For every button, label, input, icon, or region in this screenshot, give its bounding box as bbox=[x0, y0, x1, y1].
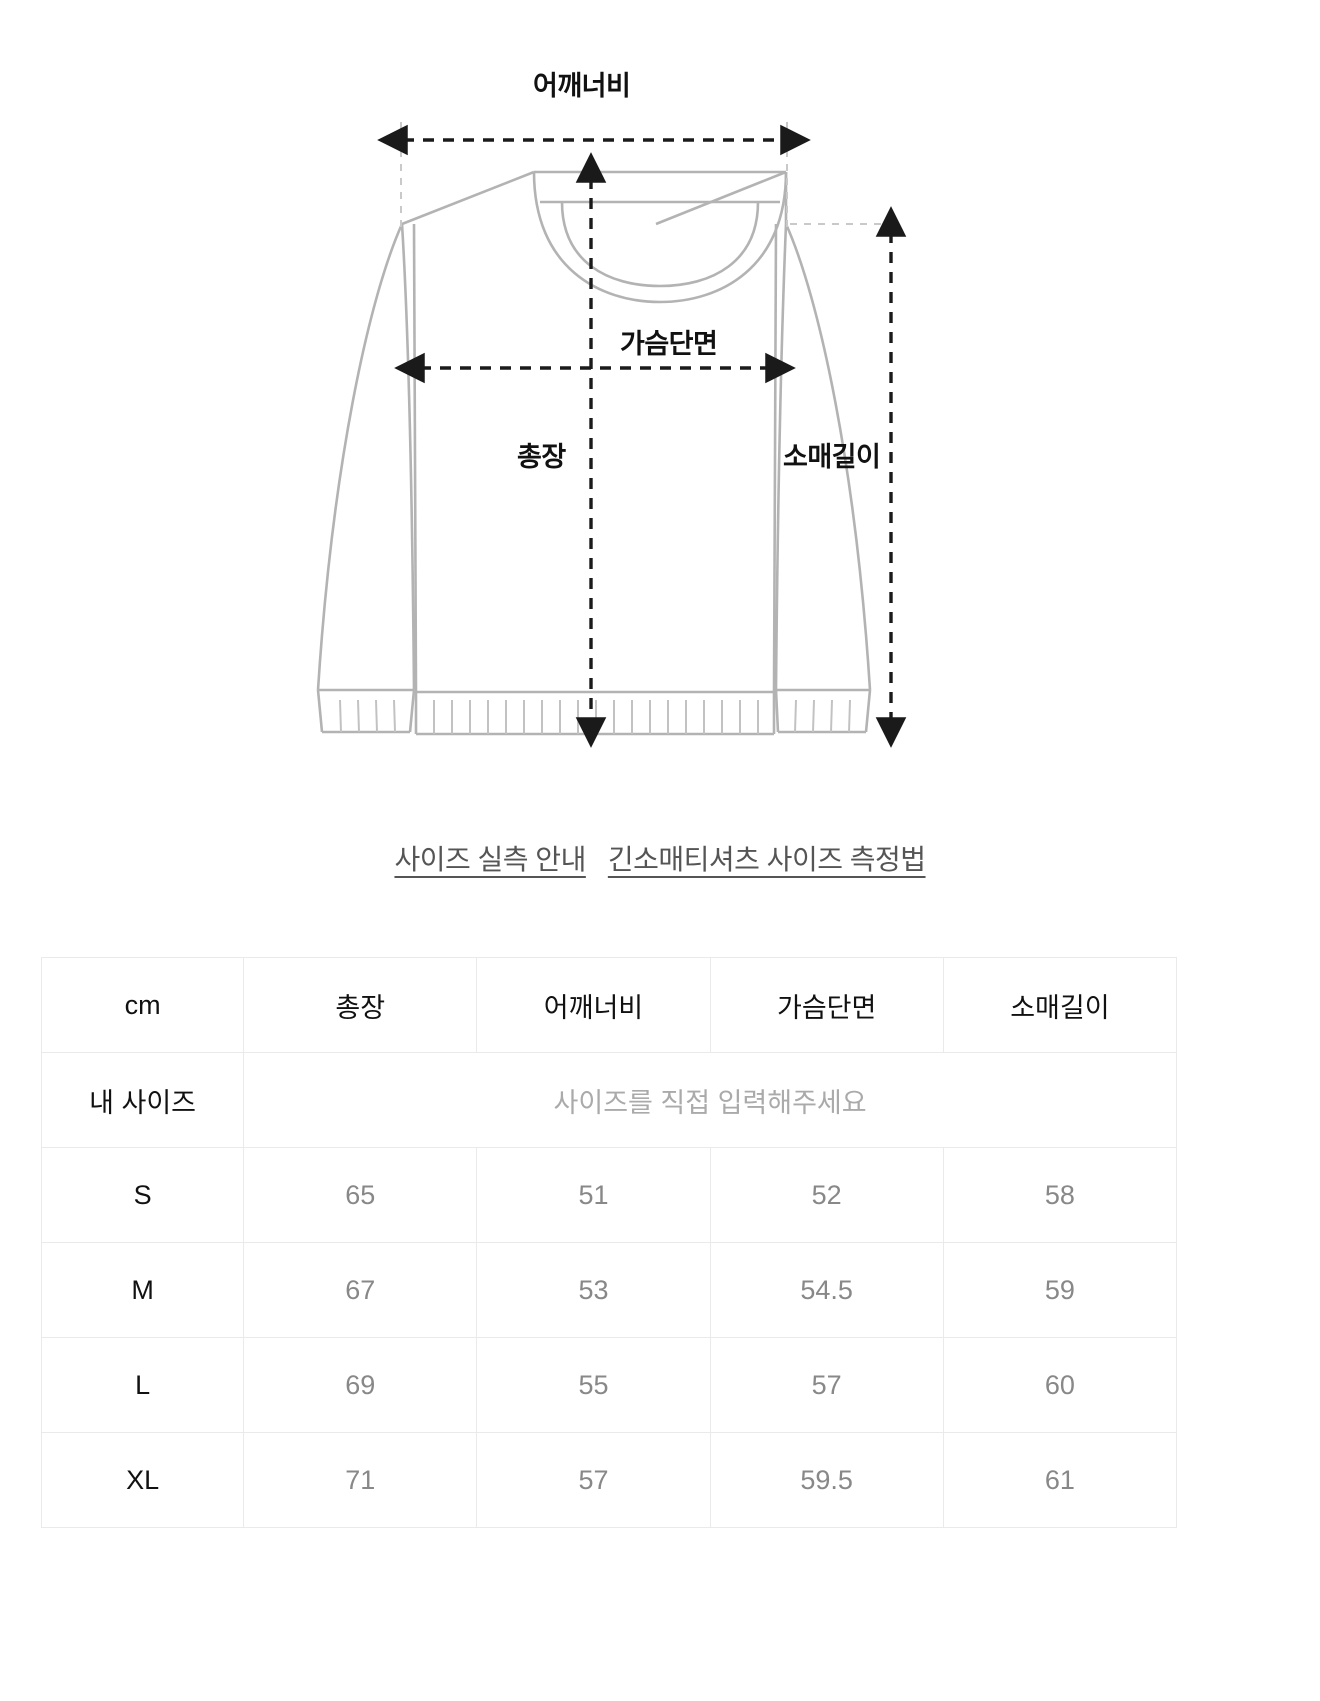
row-label-s: S bbox=[40, 1147, 245, 1243]
cell-m-shoulder: 53 bbox=[476, 1242, 711, 1338]
header-total-length: 총장 bbox=[243, 957, 478, 1053]
row-label-my-size: 내 사이즈 bbox=[40, 1052, 245, 1148]
cell-s-total-length: 65 bbox=[243, 1147, 478, 1243]
size-table: cm 총장 어깨너비 가슴단면 소매길이 내 사이즈 사이즈를 직접 입력해주세… bbox=[40, 957, 1178, 1528]
header-shoulder: 어깨너비 bbox=[476, 957, 711, 1053]
cell-l-sleeve: 60 bbox=[942, 1337, 1178, 1433]
cell-l-chest: 57 bbox=[709, 1337, 944, 1433]
label-chest-width: 가슴단면 bbox=[620, 329, 718, 359]
table-row: L 69 55 57 60 bbox=[40, 1337, 1178, 1433]
body-rib-ticks bbox=[433, 700, 759, 734]
row-label-m: M bbox=[40, 1242, 245, 1338]
cell-s-chest: 52 bbox=[709, 1147, 944, 1243]
label-sleeve-length: 소매길이 bbox=[783, 442, 881, 472]
cell-l-shoulder: 55 bbox=[476, 1337, 711, 1433]
cell-xl-shoulder: 57 bbox=[476, 1432, 711, 1528]
my-size-row: 내 사이즈 사이즈를 직접 입력해주세요 bbox=[40, 1052, 1177, 1148]
cuff-rib-ticks bbox=[339, 699, 851, 733]
table-row: S 65 51 52 58 bbox=[40, 1147, 1178, 1243]
guide-links: 사이즈 실측 안내 긴소매티셔츠 사이즈 측정법 bbox=[0, 838, 1320, 878]
row-label-xl: XL bbox=[40, 1432, 245, 1528]
cell-m-sleeve: 59 bbox=[942, 1242, 1178, 1338]
table-row: M 67 53 54.5 59 bbox=[40, 1242, 1178, 1338]
label-total-length: 총장 bbox=[517, 442, 566, 472]
cell-l-total-length: 69 bbox=[243, 1337, 478, 1433]
cell-s-shoulder: 51 bbox=[476, 1147, 711, 1243]
header-unit: cm bbox=[40, 957, 245, 1053]
link-size-measure-guide[interactable]: 사이즈 실측 안내 bbox=[394, 844, 586, 875]
row-label-l: L bbox=[40, 1337, 245, 1433]
table-header-row: cm 총장 어깨너비 가슴단면 소매길이 bbox=[40, 957, 1178, 1053]
table-row: XL 71 57 59.5 61 bbox=[40, 1432, 1178, 1528]
cell-xl-chest: 59.5 bbox=[709, 1432, 944, 1528]
garment-diagram: 어깨너비 가슴단면 총장 소매길이 bbox=[0, 0, 1320, 810]
my-size-input[interactable]: 사이즈를 직접 입력해주세요 bbox=[243, 1052, 1177, 1148]
header-sleeve: 소매길이 bbox=[942, 957, 1178, 1053]
cell-xl-total-length: 71 bbox=[243, 1432, 478, 1528]
garment-diagram-svg bbox=[316, 122, 907, 748]
cell-s-sleeve: 58 bbox=[942, 1147, 1178, 1243]
header-chest: 가슴단면 bbox=[709, 957, 944, 1053]
cell-xl-sleeve: 61 bbox=[942, 1432, 1178, 1528]
link-longsleeve-measure-method[interactable]: 긴소매티셔츠 사이즈 측정법 bbox=[607, 844, 926, 875]
cell-m-chest: 54.5 bbox=[709, 1242, 944, 1338]
cell-m-total-length: 67 bbox=[243, 1242, 478, 1338]
label-shoulder-width: 어깨너비 bbox=[533, 71, 631, 101]
